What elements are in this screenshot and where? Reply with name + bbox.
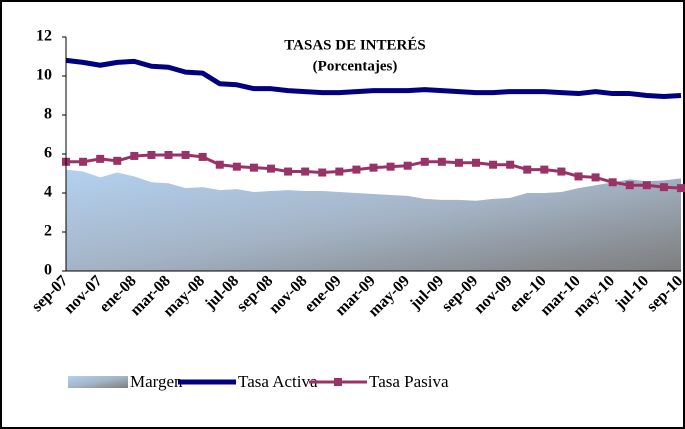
marker bbox=[352, 165, 361, 174]
marker bbox=[472, 158, 480, 167]
marker bbox=[677, 184, 685, 193]
marker bbox=[557, 167, 566, 176]
line bbox=[65, 57, 682, 99]
marker bbox=[625, 181, 634, 190]
marker bbox=[215, 160, 224, 169]
marker bbox=[591, 173, 600, 182]
marker bbox=[420, 157, 429, 166]
y-tick-label: 6 bbox=[44, 145, 52, 162]
marker bbox=[540, 165, 549, 174]
legend-label: Margen bbox=[130, 372, 183, 391]
y-tick-label: 8 bbox=[44, 106, 52, 123]
marker bbox=[386, 162, 395, 171]
marker bbox=[642, 181, 651, 190]
marker bbox=[284, 167, 293, 176]
marker bbox=[403, 161, 412, 170]
legend-swatch bbox=[68, 376, 128, 388]
y-tick-label: 4 bbox=[44, 184, 52, 201]
marker bbox=[267, 164, 275, 173]
y-tick-label: 0 bbox=[44, 262, 52, 279]
chart-subtitle: (Porcentajes) bbox=[313, 58, 398, 74]
chart-title: TASAS DE INTERÉS bbox=[284, 36, 425, 53]
marker bbox=[454, 158, 463, 167]
marker bbox=[130, 151, 139, 160]
y-tick-label: 10 bbox=[36, 67, 52, 84]
legend-label: Tasa Activa bbox=[238, 372, 318, 391]
y-tick-label: 12 bbox=[36, 28, 52, 45]
marker bbox=[198, 152, 207, 161]
legend-label: Tasa Pasiva bbox=[369, 372, 449, 391]
marker bbox=[113, 156, 122, 165]
marker bbox=[489, 160, 498, 169]
marker bbox=[369, 163, 378, 172]
marker bbox=[335, 167, 344, 176]
marker bbox=[318, 168, 327, 177]
marker bbox=[181, 150, 190, 159]
marker bbox=[608, 178, 617, 187]
area bbox=[66, 169, 681, 271]
marker bbox=[506, 160, 515, 169]
y-tick-label: 2 bbox=[44, 223, 52, 240]
legend-marker bbox=[334, 378, 342, 386]
marker bbox=[574, 172, 583, 181]
marker bbox=[523, 165, 532, 174]
marker bbox=[164, 150, 173, 159]
marker bbox=[301, 167, 310, 176]
marker bbox=[437, 157, 446, 166]
marker bbox=[147, 150, 156, 159]
marker bbox=[79, 157, 88, 166]
marker bbox=[249, 163, 258, 172]
marker bbox=[232, 162, 241, 171]
marker bbox=[659, 183, 668, 192]
marker bbox=[96, 154, 105, 163]
